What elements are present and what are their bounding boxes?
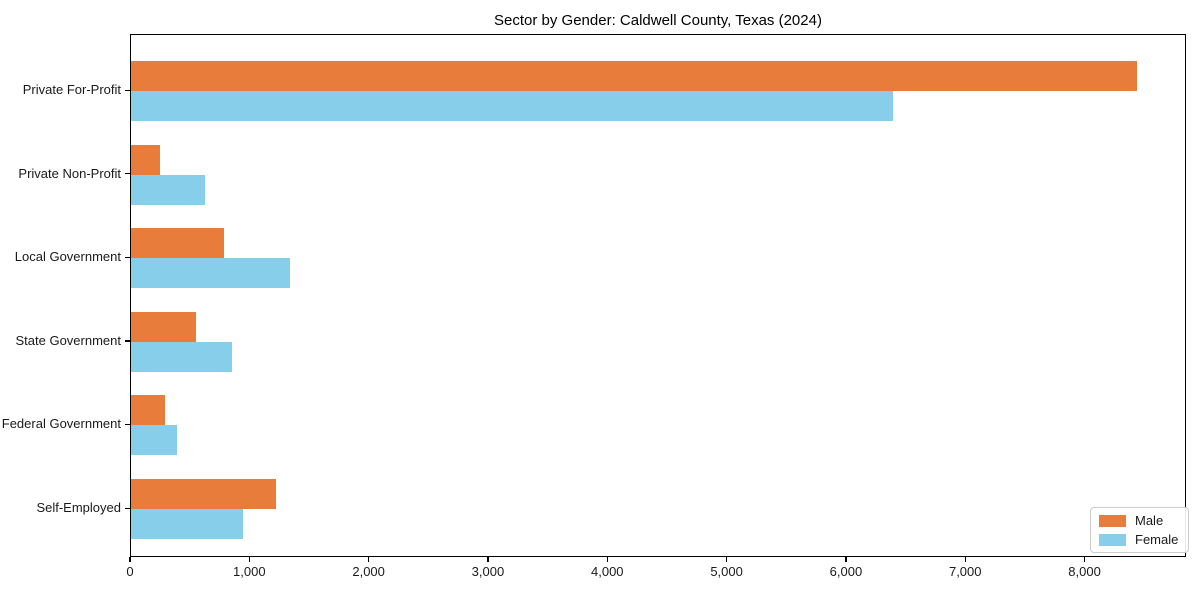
- x-tick-label-8: 8,000: [1068, 564, 1101, 579]
- bar-female-3: [131, 341, 232, 372]
- x-tick-label-2: 2,000: [352, 564, 385, 579]
- legend-swatch-female: [1099, 533, 1126, 546]
- plot-area: [130, 34, 1186, 557]
- y-tick-mark-0: [125, 89, 130, 91]
- x-tick-label-3: 3,000: [471, 564, 505, 579]
- legend-label-male: Male: [1135, 513, 1164, 528]
- x-tick-label-5: 5,000: [710, 564, 743, 579]
- x-tick-mark-2: [367, 557, 370, 562]
- x-tick-label-0: 0: [126, 564, 134, 579]
- y-tick-mark-2: [125, 256, 130, 258]
- x-tick-mark-8: [1083, 557, 1086, 562]
- x-tick-mark-1: [248, 557, 250, 562]
- x-tick-label-1: 1,000: [233, 564, 266, 579]
- legend-entry-male: Male: [1099, 513, 1178, 528]
- legend-swatch-male: [1099, 514, 1126, 527]
- bar-female-1: [131, 174, 205, 205]
- bar-female-2: [131, 258, 291, 289]
- x-tick-mark-6: [845, 557, 847, 562]
- bar-female-0: [131, 91, 894, 121]
- bar-female-5: [131, 509, 243, 539]
- legend: Male Female: [1090, 507, 1190, 553]
- y-tick-mark-5: [125, 507, 130, 509]
- x-tick-mark-0: [129, 557, 131, 562]
- bar-male-0: [131, 61, 1137, 91]
- y-tick-label-3: State Government: [15, 332, 122, 348]
- chart-title: Sector by Gender: Caldwell County, Texas…: [494, 12, 822, 29]
- x-tick-label-4: 4,000: [591, 564, 624, 579]
- bar-male-4: [131, 395, 165, 426]
- x-tick-label-7: 7,000: [948, 564, 982, 579]
- y-tick-label-1: Private Non-Profit: [18, 165, 121, 181]
- x-tick-mark-7: [964, 557, 966, 562]
- x-tick-mark-5: [725, 557, 728, 562]
- x-tick-mark-3: [487, 557, 489, 562]
- y-tick-label-2: Local Government: [14, 249, 121, 265]
- y-tick-label-5: Self-Employed: [36, 500, 121, 515]
- legend-entry-female: Female: [1099, 532, 1178, 547]
- bar-female-4: [131, 425, 177, 456]
- y-tick-label-0: Private For-Profit: [22, 82, 121, 97]
- y-tick-mark-4: [125, 423, 130, 426]
- x-tick-label-6: 6,000: [829, 564, 863, 579]
- bar-male-2: [131, 228, 225, 259]
- y-tick-label-4: Federal Government: [1, 416, 121, 432]
- bar-male-5: [131, 479, 276, 509]
- bar-male-1: [131, 144, 160, 175]
- bar-male-3: [131, 311, 197, 342]
- y-tick-mark-1: [125, 173, 130, 175]
- x-tick-mark-4: [606, 557, 608, 562]
- legend-label-female: Female: [1135, 532, 1179, 547]
- y-tick-mark-3: [125, 340, 130, 342]
